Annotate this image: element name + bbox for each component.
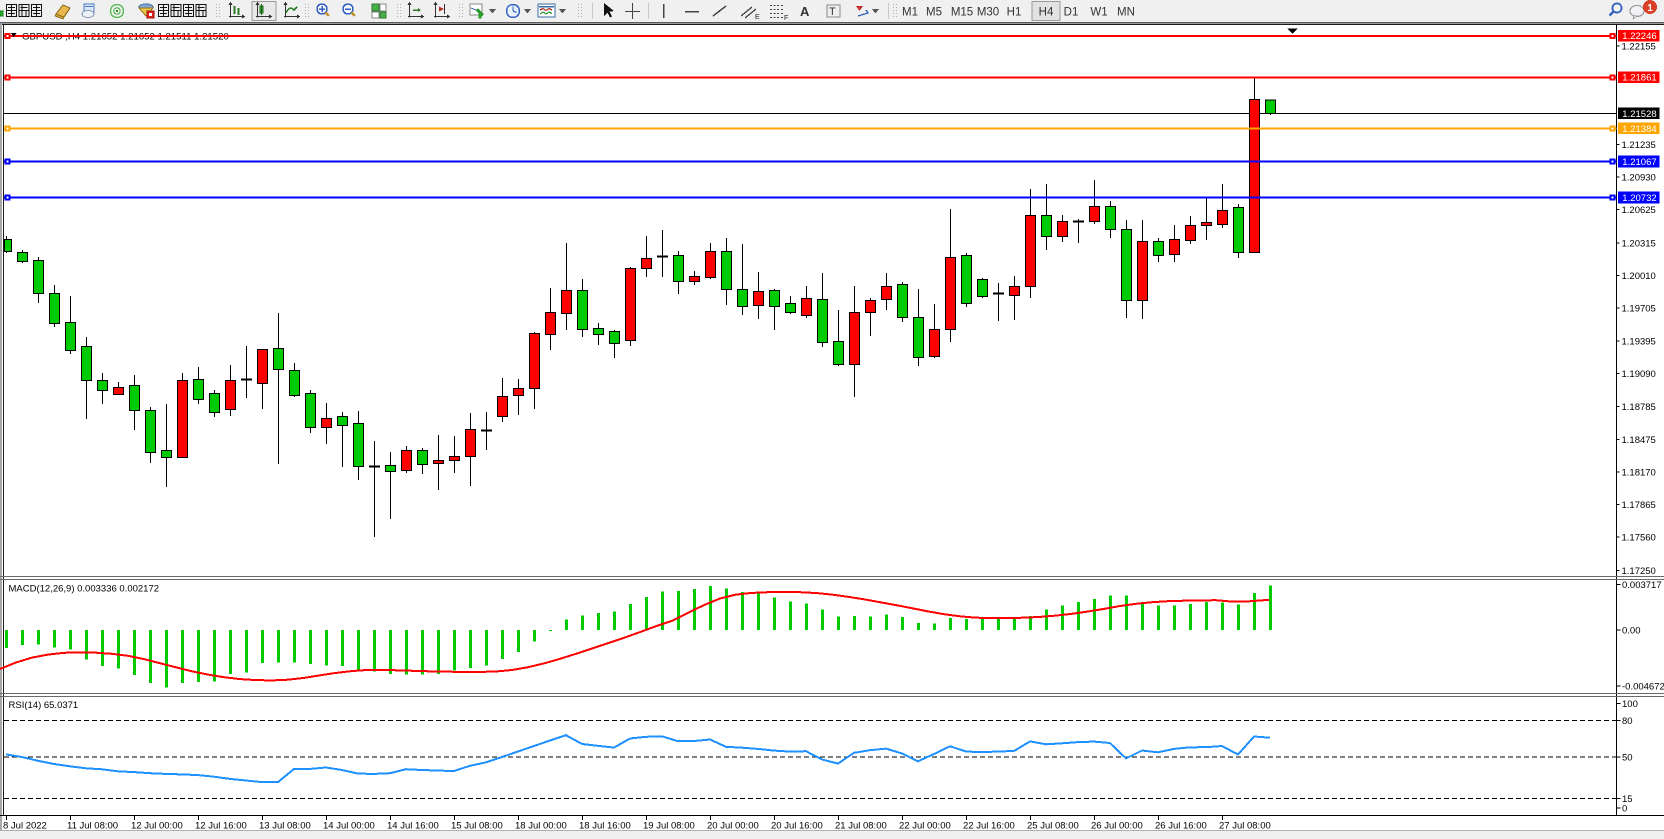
svg-text:1.19090: 1.19090 [1622,369,1656,380]
svg-text:1.21067: 1.21067 [1622,157,1656,168]
svg-text:-0.004672: -0.004672 [1622,682,1664,693]
svg-text:1.21235: 1.21235 [1622,140,1656,151]
svg-text:15: 15 [1622,794,1633,805]
svg-text:H4: H4 [1039,7,1054,19]
svg-text:0: 0 [1622,804,1627,815]
svg-text:D1: D1 [1064,7,1079,19]
svg-text:22 Jul 00:00: 22 Jul 00:00 [899,821,951,832]
svg-text:MN: MN [1117,7,1135,19]
svg-text:26 Jul 16:00: 26 Jul 16:00 [1155,821,1207,832]
svg-text:E: E [755,14,760,21]
svg-text:20 Jul 16:00: 20 Jul 16:00 [771,821,823,832]
svg-text:14 Jul 00:00: 14 Jul 00:00 [323,821,375,832]
svg-text:M1: M1 [902,7,918,19]
svg-text:1.19705: 1.19705 [1622,304,1656,315]
svg-text:M5: M5 [926,7,942,19]
svg-text:13 Jul 08:00: 13 Jul 08:00 [259,821,311,832]
svg-text:1.18475: 1.18475 [1622,435,1656,446]
svg-text:1.22246: 1.22246 [1622,31,1656,42]
svg-text:1.18170: 1.18170 [1622,468,1656,479]
svg-text:RSI(14) 65.0371: RSI(14) 65.0371 [9,700,79,711]
svg-text:W1: W1 [1090,7,1107,19]
svg-text:1.20010: 1.20010 [1622,271,1656,282]
svg-text:1.21861: 1.21861 [1622,73,1656,84]
svg-text:14 Jul 16:00: 14 Jul 16:00 [387,821,439,832]
svg-text:22 Jul 16:00: 22 Jul 16:00 [963,821,1015,832]
svg-text:1.20315: 1.20315 [1622,238,1656,249]
svg-text:MACD(12,26,9) 0.003336 0.00217: MACD(12,26,9) 0.003336 0.002172 [9,584,160,595]
svg-text:1.21384: 1.21384 [1622,124,1656,135]
svg-text:1.19395: 1.19395 [1622,337,1656,348]
svg-text:27 Jul 08:00: 27 Jul 08:00 [1219,821,1271,832]
svg-text:0.00: 0.00 [1622,625,1641,636]
svg-text:19 Jul 08:00: 19 Jul 08:00 [643,821,695,832]
svg-text:11 Jul 08:00: 11 Jul 08:00 [67,821,118,832]
svg-text:T: T [829,6,836,18]
svg-text:18 Jul 00:00: 18 Jul 00:00 [515,821,567,832]
svg-text:GBPUSD ,H4 1.21652 1.21652 1.: GBPUSD ,H4 1.21652 1.21652 1.21511 1.215… [22,32,229,43]
svg-text:A: A [800,4,810,19]
svg-text:80: 80 [1622,716,1633,727]
svg-text:1.22155: 1.22155 [1622,42,1656,53]
svg-text:M30: M30 [977,7,999,19]
svg-text:M15: M15 [951,7,973,19]
svg-text:0.003717: 0.003717 [1622,580,1662,591]
svg-text:50: 50 [1622,753,1633,764]
svg-text:12 Jul 16:00: 12 Jul 16:00 [195,821,247,832]
svg-text:1.17250: 1.17250 [1622,566,1656,577]
svg-text:F: F [784,15,788,22]
svg-text:1.20732: 1.20732 [1622,193,1656,204]
svg-text:18 Jul 16:00: 18 Jul 16:00 [579,821,631,832]
svg-text:1.18785: 1.18785 [1622,402,1656,413]
svg-text:25 Jul 08:00: 25 Jul 08:00 [1027,821,1079,832]
svg-text:8 Jul 2022: 8 Jul 2022 [3,821,47,832]
svg-text:1.20930: 1.20930 [1622,173,1656,184]
svg-text:1.21528: 1.21528 [1622,109,1656,120]
svg-text:1: 1 [1647,3,1653,14]
svg-text:1.17865: 1.17865 [1622,500,1656,511]
svg-text:26 Jul 00:00: 26 Jul 00:00 [1091,821,1143,832]
svg-text:1.17560: 1.17560 [1622,533,1656,544]
svg-text:1.20625: 1.20625 [1622,205,1656,216]
svg-text:21 Jul 08:00: 21 Jul 08:00 [835,821,887,832]
svg-text:100: 100 [1622,699,1638,710]
svg-text:12 Jul 00:00: 12 Jul 00:00 [131,821,183,832]
svg-text:20 Jul 00:00: 20 Jul 00:00 [707,821,759,832]
svg-text:15 Jul 08:00: 15 Jul 08:00 [451,821,503,832]
svg-text:H1: H1 [1007,7,1022,19]
